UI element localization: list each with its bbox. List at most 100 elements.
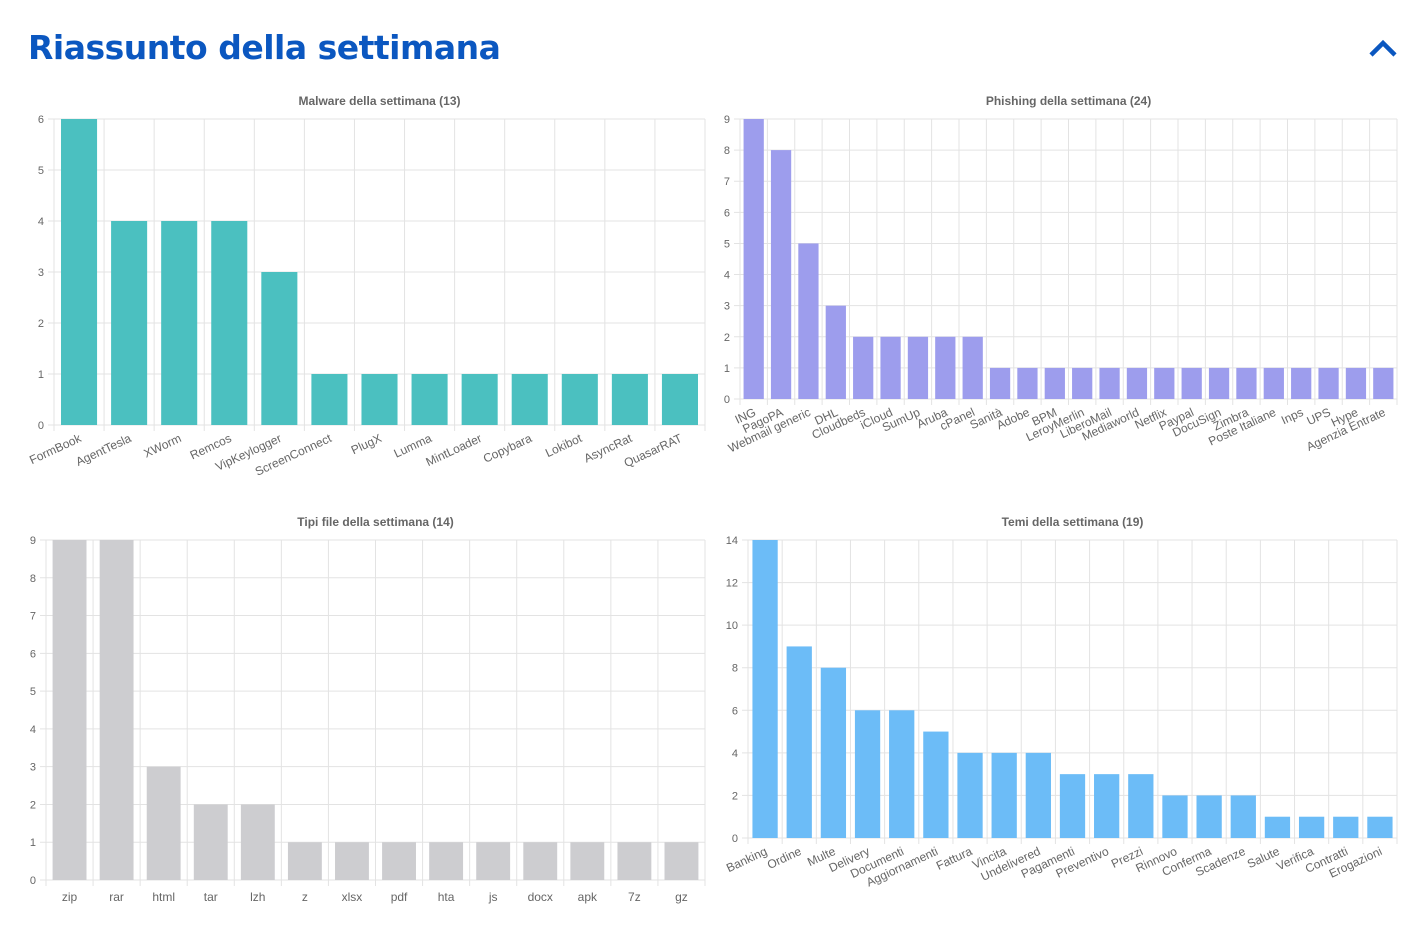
y-tick-label: 6 bbox=[724, 207, 730, 219]
bar[interactable] bbox=[461, 374, 498, 425]
bar[interactable] bbox=[661, 374, 698, 425]
x-tick-label: PlugX bbox=[349, 431, 384, 457]
y-tick-label: 9 bbox=[724, 114, 730, 126]
x-tick-label: pdf bbox=[391, 890, 408, 904]
bar[interactable] bbox=[382, 842, 416, 880]
bar[interactable] bbox=[743, 119, 764, 399]
bar[interactable] bbox=[1126, 367, 1148, 399]
bar[interactable] bbox=[1099, 367, 1120, 399]
bar[interactable] bbox=[889, 710, 915, 838]
bar[interactable] bbox=[111, 221, 148, 425]
y-tick-label: 7 bbox=[724, 176, 730, 188]
x-tick-label: lzh bbox=[250, 890, 265, 904]
bar[interactable] bbox=[1345, 367, 1367, 399]
bar[interactable] bbox=[335, 842, 369, 880]
y-tick-label: 5 bbox=[724, 238, 730, 250]
bar[interactable] bbox=[99, 540, 134, 880]
bar[interactable] bbox=[611, 374, 648, 425]
bar[interactable] bbox=[61, 119, 98, 425]
chevron-up-icon[interactable] bbox=[1366, 36, 1400, 62]
bar[interactable] bbox=[752, 540, 778, 838]
bar[interactable] bbox=[1162, 795, 1188, 838]
chart-title: Tipi file della settimana (14) bbox=[297, 515, 454, 529]
x-tick-label: js bbox=[488, 890, 498, 904]
bar[interactable] bbox=[770, 150, 792, 399]
bar[interactable] bbox=[825, 305, 846, 399]
bar[interactable] bbox=[1072, 367, 1093, 399]
bar[interactable] bbox=[1025, 752, 1051, 838]
bar[interactable] bbox=[570, 842, 605, 880]
bar[interactable] bbox=[1044, 367, 1065, 399]
bar[interactable] bbox=[1059, 774, 1086, 838]
bar[interactable] bbox=[1291, 367, 1312, 399]
bar[interactable] bbox=[1373, 367, 1394, 399]
bar[interactable] bbox=[1181, 367, 1202, 399]
bar[interactable] bbox=[1128, 774, 1154, 838]
bar[interactable] bbox=[989, 367, 1011, 399]
x-tick-label: tar bbox=[204, 890, 218, 904]
y-tick-label: 4 bbox=[30, 724, 36, 736]
bar[interactable] bbox=[361, 374, 398, 425]
bar[interactable] bbox=[854, 710, 881, 838]
bar[interactable] bbox=[935, 336, 956, 399]
bar[interactable] bbox=[1154, 367, 1175, 399]
bar[interactable] bbox=[211, 221, 248, 425]
x-tick-label: XWorm bbox=[141, 431, 183, 461]
bar[interactable] bbox=[1196, 795, 1222, 838]
bar[interactable] bbox=[664, 842, 699, 880]
bar[interactable] bbox=[193, 804, 228, 880]
bar[interactable] bbox=[52, 540, 87, 880]
bar[interactable] bbox=[511, 374, 548, 425]
themes-chart: Temi della settimana (19) 0 2 4 6 8 10 12 14 Bank… bbox=[724, 515, 1398, 889]
bar[interactable] bbox=[880, 336, 901, 399]
bar[interactable] bbox=[561, 374, 598, 425]
bar[interactable] bbox=[1208, 367, 1230, 399]
bar[interactable] bbox=[1298, 816, 1325, 838]
bar[interactable] bbox=[146, 766, 181, 880]
bar[interactable] bbox=[907, 336, 929, 399]
bar[interactable] bbox=[1236, 367, 1257, 399]
bar[interactable] bbox=[1017, 367, 1038, 399]
bar[interactable] bbox=[161, 221, 198, 425]
y-tick-label: 4 bbox=[724, 270, 730, 282]
bar[interactable] bbox=[287, 842, 322, 880]
bar[interactable] bbox=[1263, 367, 1284, 399]
x-tick-label: Inps bbox=[1279, 405, 1305, 427]
y-tick-label: 5 bbox=[30, 686, 36, 698]
chart-title: Malware della settimana (13) bbox=[298, 94, 460, 108]
bar[interactable] bbox=[962, 336, 983, 399]
bar[interactable] bbox=[957, 752, 983, 838]
bar[interactable] bbox=[923, 731, 949, 838]
bar[interactable] bbox=[991, 752, 1017, 838]
bar[interactable] bbox=[261, 272, 298, 425]
y-tick-label: 12 bbox=[726, 578, 738, 590]
x-tick-label: z bbox=[302, 890, 308, 904]
bar[interactable] bbox=[240, 804, 275, 880]
bar[interactable] bbox=[1230, 795, 1256, 838]
chart-title: Phishing della settimana (24) bbox=[986, 94, 1151, 108]
x-tick-label: Fattura bbox=[934, 844, 975, 873]
bar[interactable] bbox=[617, 842, 652, 880]
bar[interactable] bbox=[820, 667, 847, 838]
bar[interactable] bbox=[1318, 367, 1339, 399]
y-tick-label: 1 bbox=[724, 363, 730, 375]
bar[interactable] bbox=[311, 374, 348, 425]
bar[interactable] bbox=[786, 646, 812, 838]
bar[interactable] bbox=[1264, 816, 1291, 838]
bar[interactable] bbox=[523, 842, 558, 880]
bar[interactable] bbox=[1094, 774, 1120, 838]
bar[interactable] bbox=[853, 336, 874, 399]
y-tick-label: 1 bbox=[38, 369, 44, 381]
y-tick-label: 10 bbox=[726, 620, 738, 632]
y-tick-label: 8 bbox=[732, 663, 738, 675]
x-tick-label: rar bbox=[109, 890, 124, 904]
bar[interactable] bbox=[798, 243, 819, 399]
bar[interactable] bbox=[411, 374, 448, 425]
bar[interactable] bbox=[1333, 816, 1359, 838]
bar[interactable] bbox=[429, 842, 464, 880]
x-tick-label: MintLoader bbox=[424, 431, 484, 469]
x-tick-label: zip bbox=[62, 890, 78, 904]
x-tick-label: xlsx bbox=[342, 890, 363, 904]
bar[interactable] bbox=[1367, 816, 1393, 838]
bar[interactable] bbox=[476, 842, 511, 880]
